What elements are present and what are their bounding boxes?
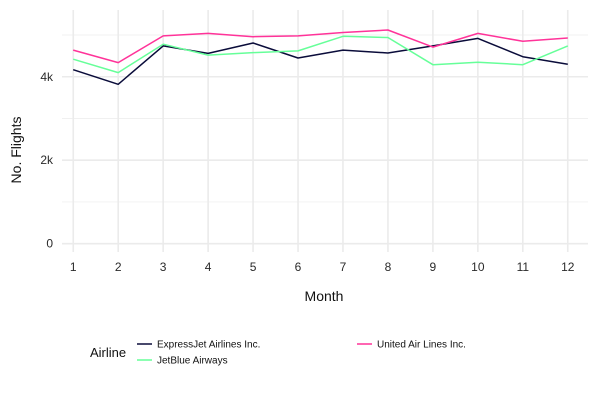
x-tick-label: 8 xyxy=(385,260,392,274)
x-axis-title: Month xyxy=(305,288,344,304)
y-tick-label: 4k xyxy=(40,70,54,84)
x-tick-label: 6 xyxy=(295,260,302,274)
legend-label-3: United Air Lines Inc. xyxy=(377,340,466,351)
x-tick-label: 7 xyxy=(340,260,347,274)
series-line-1 xyxy=(72,37,568,86)
legend-label-2: JetBlue Airways xyxy=(157,356,228,367)
x-tick-label: 11 xyxy=(517,260,530,274)
y-tick-labels: 0 2k 4k xyxy=(40,70,54,251)
series-line-3 xyxy=(72,29,568,64)
x-tick-label: 4 xyxy=(205,260,212,274)
x-tick-label: 12 xyxy=(561,260,575,274)
x-tick-label: 1 xyxy=(70,260,77,274)
x-tick-label: 10 xyxy=(471,260,485,274)
gridlines xyxy=(62,10,588,252)
series-line-2 xyxy=(72,35,569,74)
legend-label-1: ExpressJet Airlines Inc. xyxy=(157,340,260,351)
x-tick-label: 9 xyxy=(430,260,437,274)
y-axis-title: No. Flights xyxy=(8,117,24,184)
legend: Airline ExpressJet Airlines Inc. JetBlue … xyxy=(90,340,466,367)
x-tick-label: 2 xyxy=(115,260,122,274)
y-tick-label: 0 xyxy=(46,237,53,251)
x-tick-labels: 1 2 3 4 5 6 7 8 9 10 11 12 xyxy=(70,260,575,274)
legend-title: Airline xyxy=(90,345,126,360)
x-tick-label: 5 xyxy=(250,260,257,274)
series-lines xyxy=(72,29,569,86)
y-tick-label: 2k xyxy=(40,153,54,167)
x-tick-label: 3 xyxy=(160,260,167,274)
